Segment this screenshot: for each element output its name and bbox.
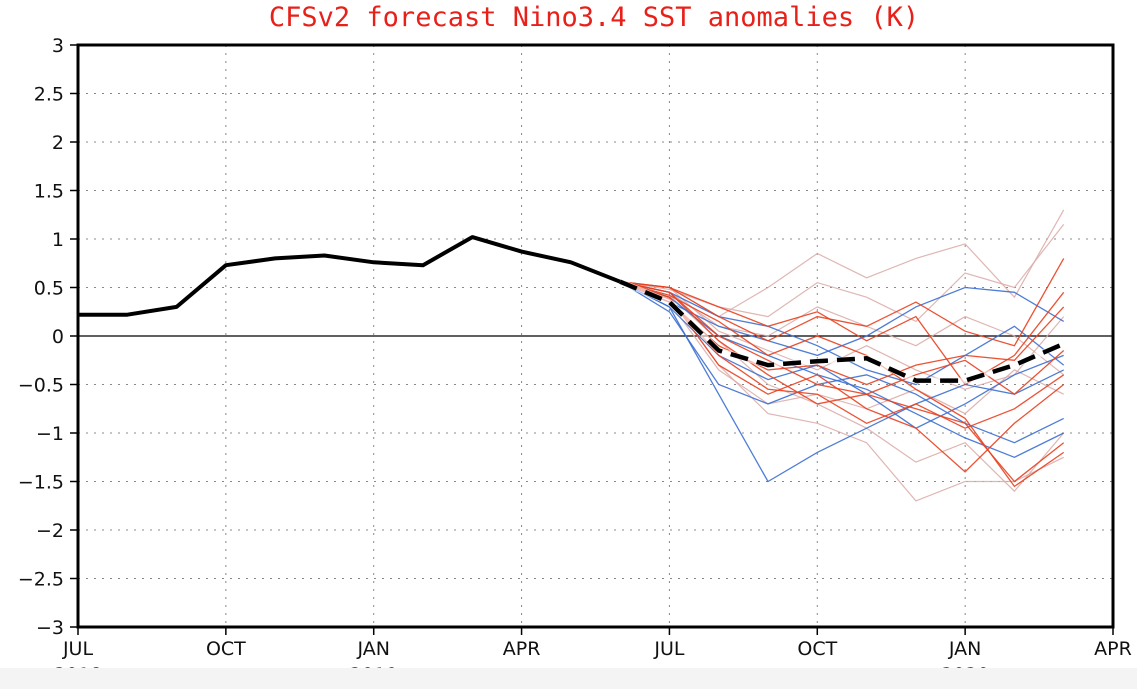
y-tick-label: 0.5: [34, 278, 64, 300]
y-tick-label: 2.5: [34, 84, 64, 106]
y-tick-label: 1.5: [34, 181, 64, 203]
y-tick-label: −3: [36, 617, 64, 639]
ensemble-member-line: [619, 281, 1064, 415]
x-tick-label: JAN: [948, 638, 981, 660]
y-tick-label: −1.5: [18, 472, 64, 494]
ensemble-member-line: [619, 281, 1065, 405]
y-tick-label: 0: [52, 326, 64, 348]
y-tick-label: −1: [36, 423, 64, 445]
ensemble-member-line: [620, 224, 1065, 323]
observed-line: [78, 235, 621, 317]
ensemble-members: [619, 209, 1065, 502]
x-tick-label: OCT: [206, 638, 246, 660]
y-axis: 3 2.5 2 1.5 1 0.5 0 −0.5 −1 −1.5 −2 −2.5 −3: [18, 35, 78, 639]
y-tick-label: 3: [52, 35, 64, 57]
plot-frame: [76, 43, 1115, 629]
x-tick-label: APR: [503, 638, 541, 660]
x-tick-label: JUL: [62, 638, 94, 660]
ensemble-member-line: [619, 281, 1065, 488]
ensemble-member-line: [619, 281, 1065, 493]
ensemble-member-line: [619, 281, 1065, 473]
ensemble-member-line: [620, 258, 1065, 347]
y-tick-label: −2: [36, 520, 64, 542]
chart-title: CFSv2 forecast Nino3.4 SST anomalies (K): [269, 2, 919, 33]
y-tick-label: −2.5: [18, 569, 64, 591]
x-tick-label: APR: [1094, 638, 1132, 660]
x-tick-label: JUL: [653, 638, 685, 660]
main-lines: [78, 235, 1065, 384]
grid: [78, 45, 1113, 627]
y-tick-label: −0.5: [18, 375, 64, 397]
bottom-strip: [0, 668, 1137, 689]
ensemble-mean-line: [619, 279, 1065, 383]
x-tick-label: JAN: [356, 638, 389, 660]
y-tick-label: 1: [52, 229, 64, 251]
y-tick-label: 2: [52, 132, 64, 154]
x-tick-label: OCT: [797, 638, 837, 660]
